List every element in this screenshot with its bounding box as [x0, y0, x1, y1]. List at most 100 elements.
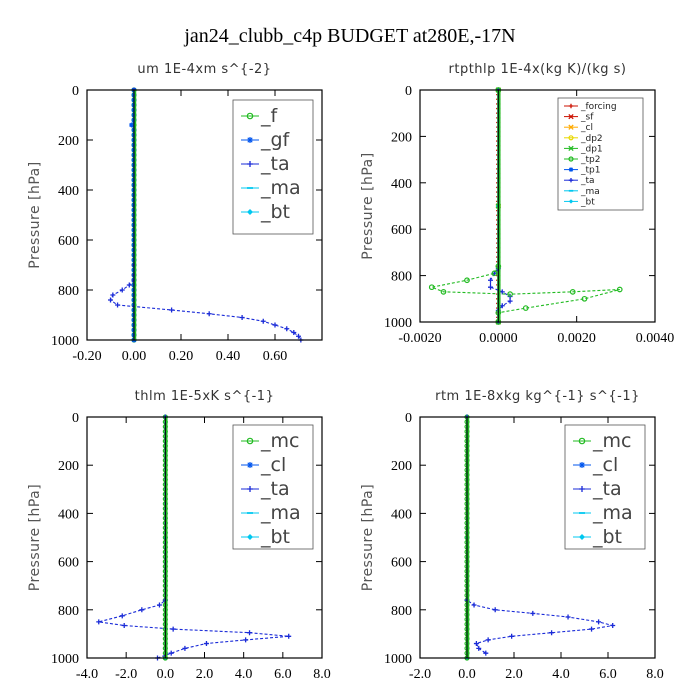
legend-entry: _dp1	[580, 144, 603, 154]
data-point	[581, 295, 588, 302]
legend: _mc_cl_ta_ma_bt	[232, 424, 314, 550]
data-point	[522, 305, 529, 311]
data-point	[121, 622, 127, 628]
legend-entry: _gf	[260, 129, 291, 151]
data-point	[499, 289, 505, 295]
x-tick-label: -4.0	[76, 667, 98, 682]
data-point	[260, 318, 266, 324]
legend-marker	[246, 112, 254, 120]
legend-marker	[568, 167, 574, 172]
legend-entry: _f	[260, 105, 279, 127]
data-point	[272, 322, 278, 328]
data-point	[139, 607, 145, 613]
legend-marker	[246, 437, 254, 445]
legend-marker	[247, 137, 253, 143]
y-axis-label: Pressure [hPa]	[27, 484, 43, 591]
data-point	[170, 626, 176, 632]
x-tick-label: 0.60	[263, 349, 288, 364]
data-point	[596, 619, 602, 625]
x-tick-label: 0.0000	[479, 331, 518, 346]
data-point	[492, 607, 498, 613]
data-point	[108, 297, 113, 303]
data-point	[476, 645, 482, 651]
legend: _f_gf_ta_ma_bt	[232, 99, 314, 235]
legend-entry: _tp2	[580, 155, 600, 165]
legend-entry: _sf	[580, 113, 594, 123]
data-point	[203, 641, 209, 647]
x-tick-label: 8.0	[646, 667, 664, 682]
legend-entry: _ma	[260, 502, 301, 524]
legend-entry: _dp2	[580, 134, 603, 144]
y-tick-label: 200	[58, 134, 79, 149]
legend-marker	[568, 135, 574, 141]
x-tick-label: -2.0	[115, 667, 137, 682]
data-point	[156, 602, 162, 608]
plot-title: rtpthlp 1E-4x(kg K)/(kg s)	[449, 62, 627, 77]
legend-marker	[568, 199, 574, 204]
legend-entry: _ta	[592, 478, 622, 500]
y-axis-label: Pressure [hPa]	[360, 484, 376, 591]
y-tick-label: 800	[391, 270, 412, 285]
data-point	[569, 288, 576, 295]
x-tick-label: 8.0	[313, 667, 331, 682]
y-tick-label: 0	[72, 84, 79, 99]
plot-title: rtm 1E-8xkg kg^{-1} s^{-1}	[435, 389, 640, 404]
series-line-tp2	[429, 90, 620, 322]
data-point	[182, 645, 188, 651]
x-tick-label: 0.0020	[557, 331, 596, 346]
data-point	[239, 315, 245, 320]
data-point	[507, 298, 513, 304]
series-line-ta	[98, 417, 289, 659]
legend-entry: _mc	[592, 430, 631, 452]
y-tick-label: 200	[391, 459, 412, 474]
y-tick-label: 200	[391, 130, 412, 145]
legend: _forcing_sf_cl_dp2_dp1_tp2_tp1_ta_ma_bt	[557, 97, 644, 211]
legend-marker	[247, 209, 253, 215]
legend-entry: _bt	[260, 201, 290, 223]
y-tick-label: 0	[72, 411, 79, 426]
legend-entry: _ma	[260, 177, 301, 199]
series-line-ta	[109, 90, 302, 341]
legend-entry: _ma	[592, 502, 633, 524]
legend-entry: _forcing	[580, 102, 617, 112]
x-tick-label: 4.0	[552, 667, 570, 682]
data-point	[530, 610, 536, 616]
x-tick-label: 6.0	[599, 667, 617, 682]
x-tick-label: 2.0	[196, 667, 214, 682]
data-point	[499, 303, 505, 309]
y-tick-label: 400	[391, 177, 412, 192]
y-tick-label: 400	[58, 507, 79, 522]
y-tick-label: 1000	[51, 334, 79, 349]
legend-marker	[568, 156, 574, 162]
data-point	[509, 633, 515, 639]
legend-marker	[568, 124, 574, 130]
data-point	[126, 282, 132, 288]
data-point	[284, 326, 290, 332]
data-point	[110, 292, 116, 298]
data-point	[473, 641, 479, 647]
y-tick-label: 200	[58, 459, 79, 474]
legend-marker	[579, 486, 585, 492]
legend-entry: _cl	[580, 123, 593, 133]
legend-marker	[568, 103, 574, 109]
x-tick-label: 0.00	[122, 349, 147, 364]
y-tick-label: 400	[391, 507, 412, 522]
legend-entry: _ta	[260, 478, 290, 500]
x-tick-label: 0.0040	[636, 331, 675, 346]
data-point	[129, 122, 135, 128]
legend-marker	[247, 534, 253, 540]
plot-frame	[419, 416, 656, 659]
y-tick-label: 600	[58, 234, 79, 249]
y-axis-label: Pressure [hPa]	[360, 152, 376, 259]
data-point	[491, 270, 498, 277]
data-point	[464, 277, 470, 284]
data-point	[488, 284, 493, 290]
plot-frame	[86, 416, 323, 659]
y-axis-label: Pressure [hPa]	[27, 161, 43, 268]
y-tick-label: 0	[405, 411, 412, 426]
plot-frame	[86, 89, 323, 341]
data-point	[483, 650, 489, 656]
legend-entry: _cl	[260, 454, 286, 476]
data-point	[485, 637, 491, 643]
